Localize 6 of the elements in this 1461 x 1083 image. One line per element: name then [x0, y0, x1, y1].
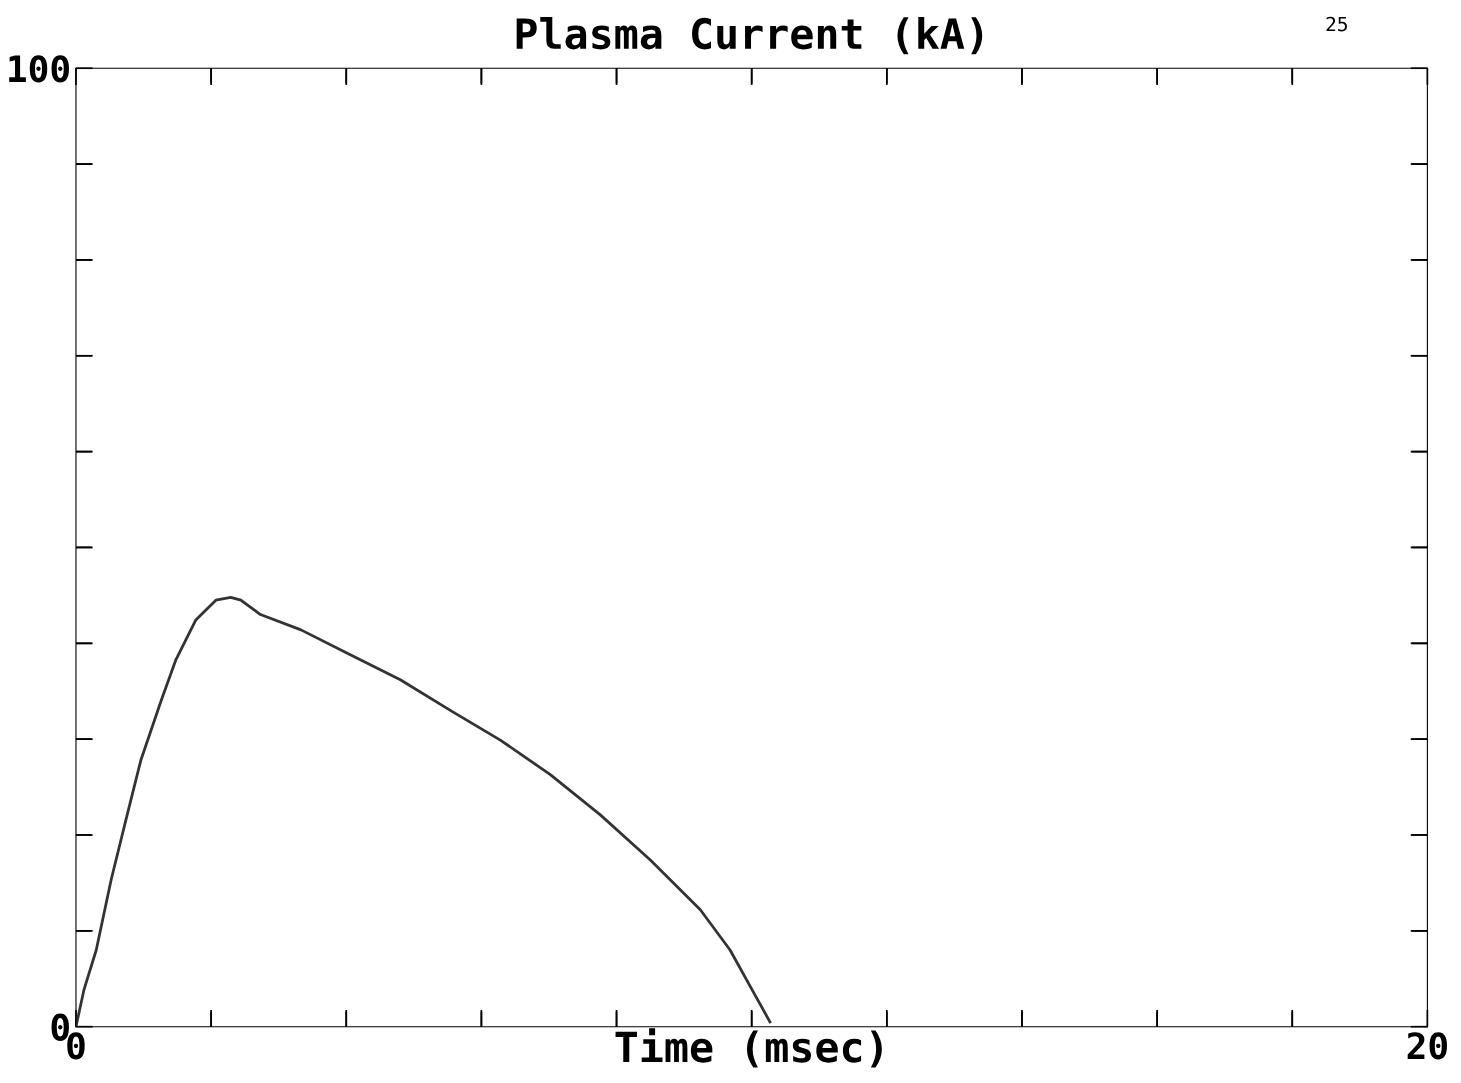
x-axis-title: Time (msec) — [615, 1028, 882, 1068]
y-tick-label: 100 — [9, 55, 69, 83]
text: 25 — [1326, 16, 1347, 32]
line-series — [75, 595, 772, 1027]
x-tick-label: 20 — [1407, 1032, 1447, 1060]
chart-title: Plasma Current (kA) — [516, 17, 983, 55]
